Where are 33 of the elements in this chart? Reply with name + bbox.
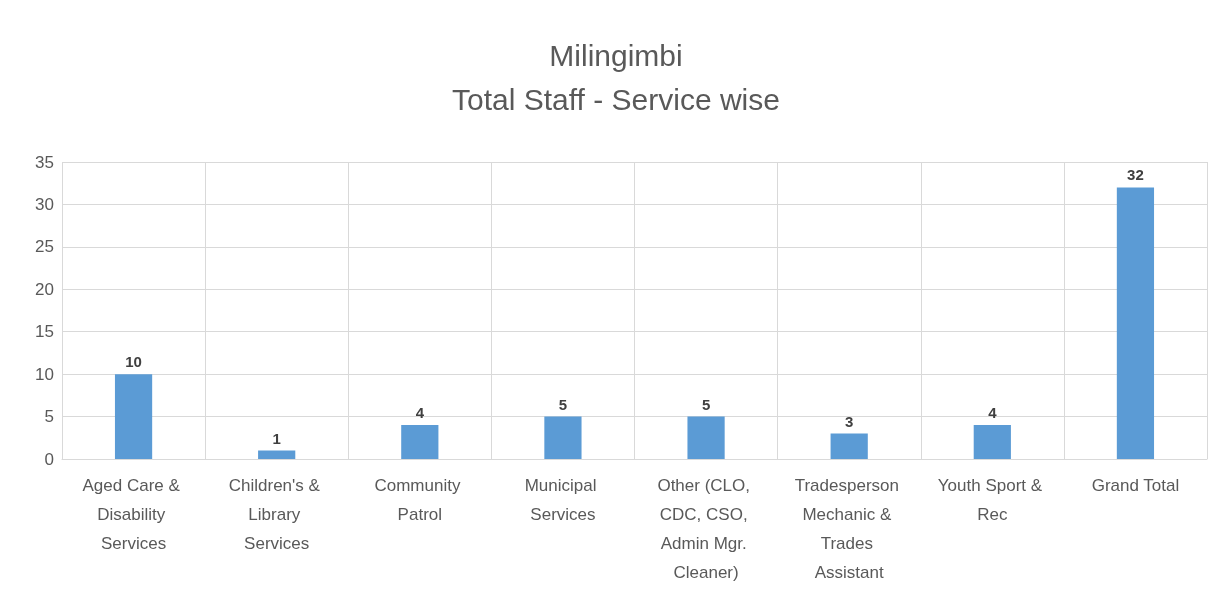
data-label: 10 (125, 353, 142, 371)
x-tick-label: Tradesperson Mechanic & Trades Assistant (794, 476, 904, 582)
y-tick-label: 0 (44, 449, 54, 469)
data-label: 4 (988, 404, 998, 422)
y-tick-label: 10 (35, 364, 54, 384)
y-tick-label: 35 (35, 152, 54, 172)
data-label: 4 (415, 404, 425, 422)
chart-title: Milingimbi Total Staff - Service wise (452, 38, 780, 116)
bar (544, 416, 582, 459)
bar (114, 374, 153, 459)
bar (258, 450, 296, 459)
data-label: 5 (701, 395, 711, 413)
x-tick-label: Grand Total (1091, 476, 1180, 495)
y-tick-label: 20 (35, 279, 54, 299)
bar (830, 433, 868, 459)
y-tick-label: 5 (44, 407, 54, 427)
bar (401, 425, 439, 459)
bar (973, 425, 1011, 459)
x-tick-label: Youth Sport & Rec (937, 476, 1047, 524)
data-label: 3 (845, 412, 854, 430)
x-tick-label: Children's & Library Services (228, 476, 325, 553)
x-tick-label: Municipal Services (524, 476, 602, 524)
y-tick-label: 30 (35, 194, 54, 214)
y-tick-label: 25 (35, 237, 54, 257)
y-tick-label: 15 (35, 322, 54, 342)
data-label: 1 (272, 429, 281, 447)
bar (687, 416, 725, 459)
data-label: 5 (558, 395, 568, 413)
x-tick-label: Other (CLO, CDC, CSO, Admin Mgr. Cleaner) (657, 476, 755, 582)
x-tick-label: Community Patrol (374, 476, 466, 524)
bar (1116, 187, 1155, 459)
x-tick-label: Aged Care & Disability Services (82, 476, 185, 553)
data-label: 32 (1127, 166, 1144, 184)
